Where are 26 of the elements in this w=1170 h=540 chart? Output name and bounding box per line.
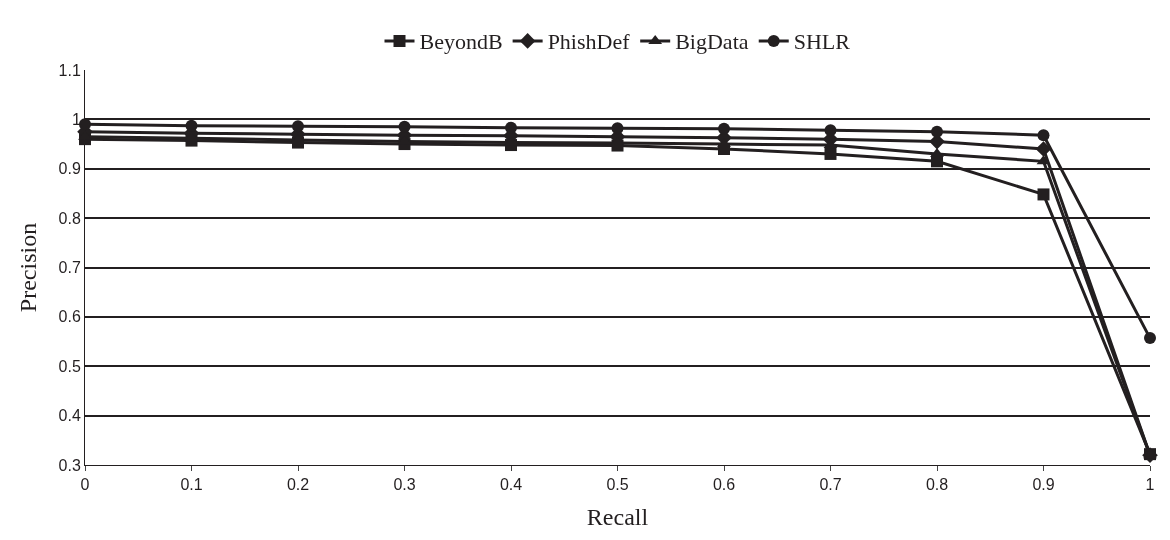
x-tick-label: 0.2 — [286, 476, 310, 494]
y-tick-label: 0.3 — [58, 456, 81, 474]
legend-label: BigData — [675, 29, 749, 55]
y-tick-label: 1.1 — [58, 61, 81, 79]
legend-label: SHLR — [793, 29, 851, 55]
x-axis-title: Recall — [586, 503, 649, 530]
y-tick-label: 0.4 — [58, 407, 81, 425]
legend-label: BeyondB — [419, 29, 503, 55]
x-tick-label: 0 — [80, 476, 90, 494]
x-tick-label: 0.8 — [925, 476, 949, 494]
y-axis-title: Precision — [14, 222, 41, 313]
legend-label: PhishDef — [547, 29, 631, 55]
y-tick-label: 0.6 — [58, 308, 81, 326]
y-tick-label: 0.5 — [58, 357, 81, 375]
x-tick-label: 0.1 — [180, 476, 203, 494]
y-tick-label: 0.8 — [58, 209, 81, 227]
y-tick-label: 0.9 — [58, 160, 81, 178]
x-tick-label: 0.4 — [499, 476, 523, 494]
y-tick-label: 0.7 — [58, 259, 81, 277]
y-tick-label: 1 — [71, 110, 81, 128]
x-tick-label: 0.5 — [606, 476, 629, 494]
x-tick-label: 0.9 — [1032, 476, 1055, 494]
x-tick-label: 0.3 — [393, 476, 416, 494]
x-tick-label: 1 — [1145, 476, 1155, 494]
x-tick-label: 0.7 — [819, 476, 842, 494]
x-tick-label: 0.6 — [712, 476, 736, 494]
